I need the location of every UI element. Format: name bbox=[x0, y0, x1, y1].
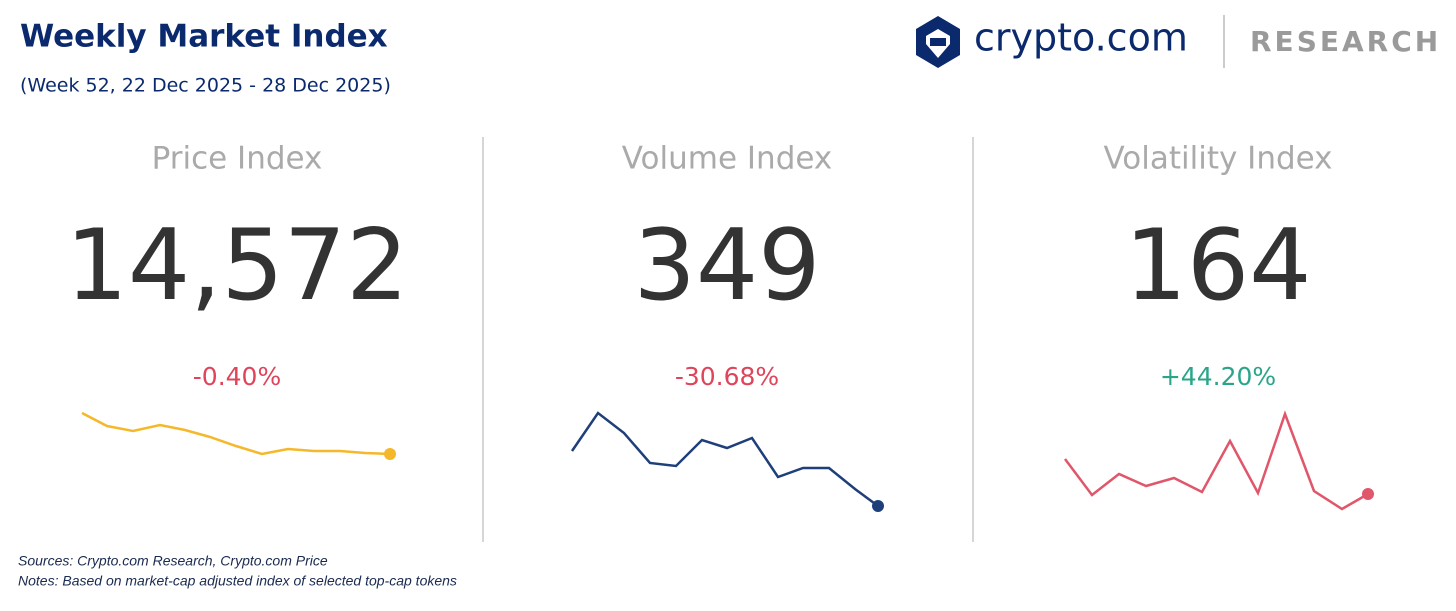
card-change: +44.20% bbox=[1160, 362, 1276, 391]
sparkline-end bbox=[1362, 488, 1374, 500]
sparkline-end bbox=[872, 500, 884, 512]
logo bbox=[916, 16, 960, 68]
card-value: 349 bbox=[633, 209, 820, 323]
notes: Notes: Based on market-cap adjusted inde… bbox=[18, 573, 457, 589]
subtitle: (Week 52, 22 Dec 2025 - 28 Dec 2025) bbox=[20, 75, 391, 97]
sparkline bbox=[81, 411, 391, 456]
card-title: Price Index bbox=[152, 141, 323, 177]
tag: RESEARCH bbox=[1250, 25, 1441, 58]
card-value: 14,572 bbox=[66, 209, 409, 323]
card-change: -0.40% bbox=[193, 362, 281, 391]
card-title: Volatility Index bbox=[1103, 141, 1332, 177]
card-value: 164 bbox=[1124, 209, 1311, 323]
brand: crypto.com bbox=[974, 16, 1188, 60]
sparkline bbox=[1064, 410, 1369, 511]
card-title: Volume Index bbox=[622, 141, 833, 177]
card-change: -30.68% bbox=[675, 362, 779, 391]
title: Weekly Market Index bbox=[20, 19, 388, 55]
sparkline bbox=[570, 411, 879, 508]
sources: Sources: Crypto.com Research, Crypto.com… bbox=[18, 553, 328, 569]
sparkline-end bbox=[384, 448, 396, 460]
